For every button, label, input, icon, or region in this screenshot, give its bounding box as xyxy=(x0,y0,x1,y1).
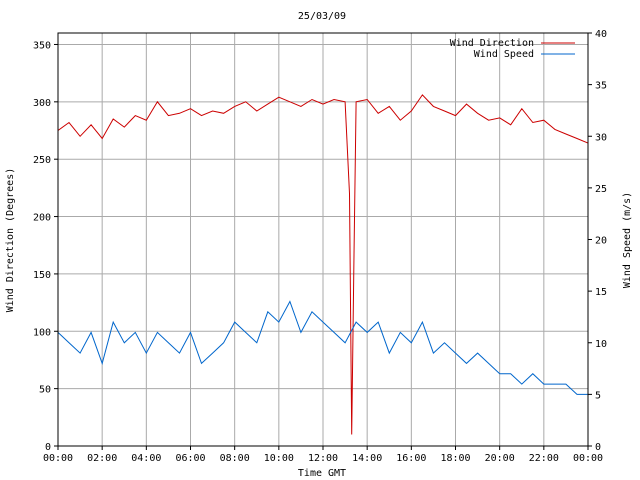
y-right-tick-label: 40 xyxy=(595,29,607,40)
chart-title: 25/03/09 xyxy=(298,11,346,22)
y-right-tick-label: 15 xyxy=(595,287,607,298)
y-right-tick-label: 30 xyxy=(595,132,607,143)
plot-frame xyxy=(57,32,589,447)
grid-lines xyxy=(58,33,588,446)
y-axis-left-label: Wind Direction (Degrees) xyxy=(5,168,16,313)
y-right-tick-label: 25 xyxy=(595,184,607,195)
y-right-tick-label: 20 xyxy=(595,236,607,247)
x-tick-label: 22:00 xyxy=(529,453,559,464)
y-right-tick-label: 5 xyxy=(595,390,601,401)
y-right-tick-label: 10 xyxy=(595,339,607,350)
x-tick-label: 16:00 xyxy=(396,453,426,464)
y-axis-left-ticks: 0 50 100 150 200 250 300 350 xyxy=(33,40,58,453)
y-left-tick-label: 300 xyxy=(33,98,51,109)
y-left-tick-label: 50 xyxy=(39,385,51,396)
series-lines xyxy=(57,94,589,435)
x-tick-label: 10:00 xyxy=(264,453,294,464)
x-tick-label: 12:00 xyxy=(308,453,338,464)
legend-label-wind-speed: Wind Speed xyxy=(474,49,534,60)
y-axis-right-label: Wind Speed (m/s) xyxy=(622,192,633,288)
x-tick-label: 18:00 xyxy=(440,453,470,464)
legend: Wind Direction Wind Speed xyxy=(450,38,575,60)
x-axis-label: Time GMT xyxy=(298,468,346,479)
x-tick-label: 00:00 xyxy=(573,453,603,464)
x-tick-label: 06:00 xyxy=(175,453,205,464)
y-left-tick-label: 200 xyxy=(33,213,51,224)
series-line-wind-speed xyxy=(57,300,588,395)
series-line-wind-direction xyxy=(57,94,589,435)
y-left-tick-label: 150 xyxy=(33,270,51,281)
y-left-tick-label: 100 xyxy=(33,327,51,338)
y-right-tick-label: 0 xyxy=(595,442,601,453)
x-tick-label: 02:00 xyxy=(87,453,117,464)
y-left-tick-label: 0 xyxy=(45,442,51,453)
x-tick-label: 04:00 xyxy=(131,453,161,464)
x-tick-label: 14:00 xyxy=(352,453,382,464)
x-tick-label: 00:00 xyxy=(43,453,73,464)
y-right-tick-label: 35 xyxy=(595,81,607,92)
x-tick-label: 08:00 xyxy=(220,453,250,464)
x-axis-ticks: 00:00 02:00 04:00 06:00 08:00 10:00 12:00 14:00… xyxy=(43,446,603,464)
y-axis-right-ticks: 0 5 10 15 20 25 30 35 40 xyxy=(588,29,607,453)
legend-label-wind-direction: Wind Direction xyxy=(450,38,534,49)
y-left-tick-label: 350 xyxy=(33,40,51,51)
x-tick-label: 20:00 xyxy=(485,453,515,464)
y-left-tick-label: 250 xyxy=(33,155,51,166)
